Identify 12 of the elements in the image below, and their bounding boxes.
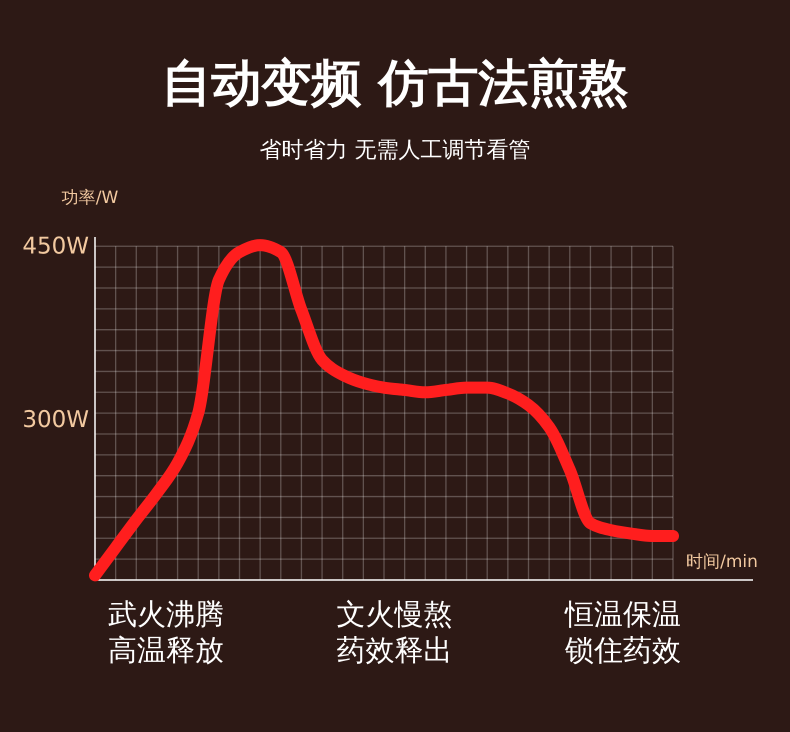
text: 药效释出 bbox=[336, 633, 452, 667]
chart-subtitle: 省时省力 无需人工调节看管 bbox=[260, 138, 530, 163]
text: 锁住药效 bbox=[564, 633, 681, 667]
y-tick-label: 300W bbox=[22, 407, 89, 434]
text: 高温释放 bbox=[108, 633, 224, 667]
text: 恒温保温 bbox=[564, 597, 681, 631]
x-axis-title: 时间/min bbox=[686, 552, 758, 572]
y-axis-title: 功率/W bbox=[62, 188, 118, 208]
y-tick-label: 450W bbox=[22, 233, 89, 260]
text: 文火慢熬 bbox=[336, 597, 452, 631]
text: 武火沸腾 bbox=[108, 597, 224, 631]
chart-title: 自动变频 仿古法煎熬 bbox=[161, 54, 629, 112]
